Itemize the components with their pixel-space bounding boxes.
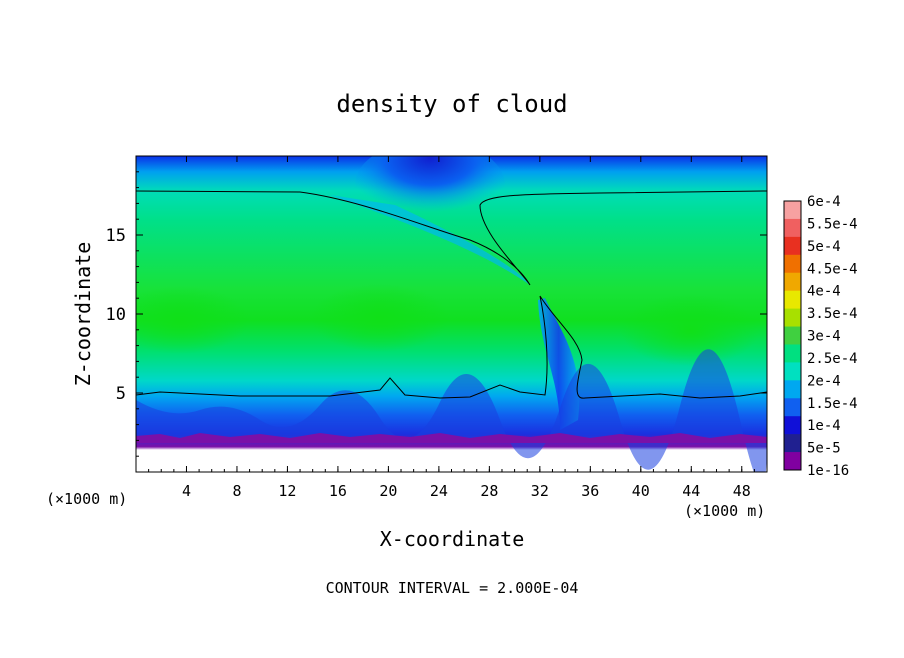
colorbar-swatch: [784, 398, 801, 417]
colorbar-label: 3.5e-4: [807, 306, 858, 322]
colorbar-swatch: [784, 308, 801, 328]
x-tick-label-32: 32: [531, 482, 549, 500]
colorbar-label: 5e-4: [807, 239, 841, 255]
low-cloud-texture: [136, 349, 767, 472]
x-tick-label-20: 20: [379, 482, 397, 500]
colorbar-swatch: [784, 362, 801, 381]
colorbar-swatch: [784, 254, 801, 274]
colorbar-label: 5.5e-4: [807, 216, 858, 232]
colorbar-label: 1e-4: [807, 418, 841, 434]
x-tick-label-12: 12: [278, 482, 296, 500]
green-core-mid: [310, 284, 450, 352]
plot-field: [136, 156, 767, 472]
x-tick-label-44: 44: [682, 482, 700, 500]
x-tick-label-24: 24: [430, 482, 448, 500]
colorbar-swatch: [784, 452, 801, 471]
colorbar-label: 1e-16: [807, 463, 849, 479]
colorbar-swatch: [784, 290, 801, 310]
colorbar-label: 6e-4: [807, 194, 841, 210]
contour-upper: [136, 190, 767, 286]
y-tick-label-15: 15: [106, 226, 126, 246]
y-tick-label-5: 5: [116, 384, 126, 404]
colorbar-frame: [783, 200, 802, 471]
colorbar-swatch: [784, 201, 801, 220]
colorbar-label: 2e-4: [807, 373, 841, 389]
x-tick-label-48: 48: [733, 482, 751, 500]
y-tick-label-10: 10: [106, 305, 126, 325]
x-unit-left: (×1000 m): [46, 490, 127, 508]
x-tick-label-28: 28: [480, 482, 498, 500]
colorbar-swatch: [784, 272, 801, 292]
colorbar-swatch: [784, 218, 801, 238]
colorbar-label: 5e-5: [807, 441, 841, 457]
colorbar-swatch: [784, 344, 801, 363]
x-unit-right: (×1000 m): [684, 502, 765, 520]
x-tick-label-36: 36: [581, 482, 599, 500]
colorbar-label: 4e-4: [807, 284, 841, 300]
x-axis-ticks: 4 8 12 16 20 24 28 32 36 40 44 48: [148, 156, 755, 500]
colorbar-label: 1.5e-4: [807, 396, 858, 412]
colorbar-label: 3e-4: [807, 329, 841, 345]
x-axis-title: X-coordinate: [380, 527, 525, 551]
x-tick-label-40: 40: [632, 482, 650, 500]
contour-interval-note: CONTOUR INTERVAL = 2.000E-04: [326, 579, 579, 597]
colorbar-swatch: [784, 326, 801, 345]
colorbar-label: 4.5e-4: [807, 261, 858, 277]
contour-lower: [136, 295, 767, 399]
colorbar-swatch: [784, 236, 801, 256]
y-axis-ticks: 5 10 15: [106, 171, 767, 457]
green-core-left: [136, 286, 250, 354]
colorbar-swatch: [784, 380, 801, 399]
colorbar-swatch: [784, 416, 801, 435]
y-axis-title: Z-coordinate: [71, 242, 95, 387]
colorbar: 6e-4 5.5e-4 5e-4 4.5e-4 4e-4 3.5e-4 3e-4 2.5e-4…: [783, 194, 858, 479]
chart-title: density of cloud: [336, 90, 567, 118]
x-tick-label-16: 16: [329, 482, 347, 500]
colorbar-label: 2.5e-4: [807, 351, 858, 367]
x-tick-label-4: 4: [182, 482, 191, 500]
ground-band: [136, 433, 767, 443]
colorbar-swatch: [784, 434, 801, 453]
x-tick-label-8: 8: [232, 482, 241, 500]
green-core-right: [620, 294, 760, 366]
